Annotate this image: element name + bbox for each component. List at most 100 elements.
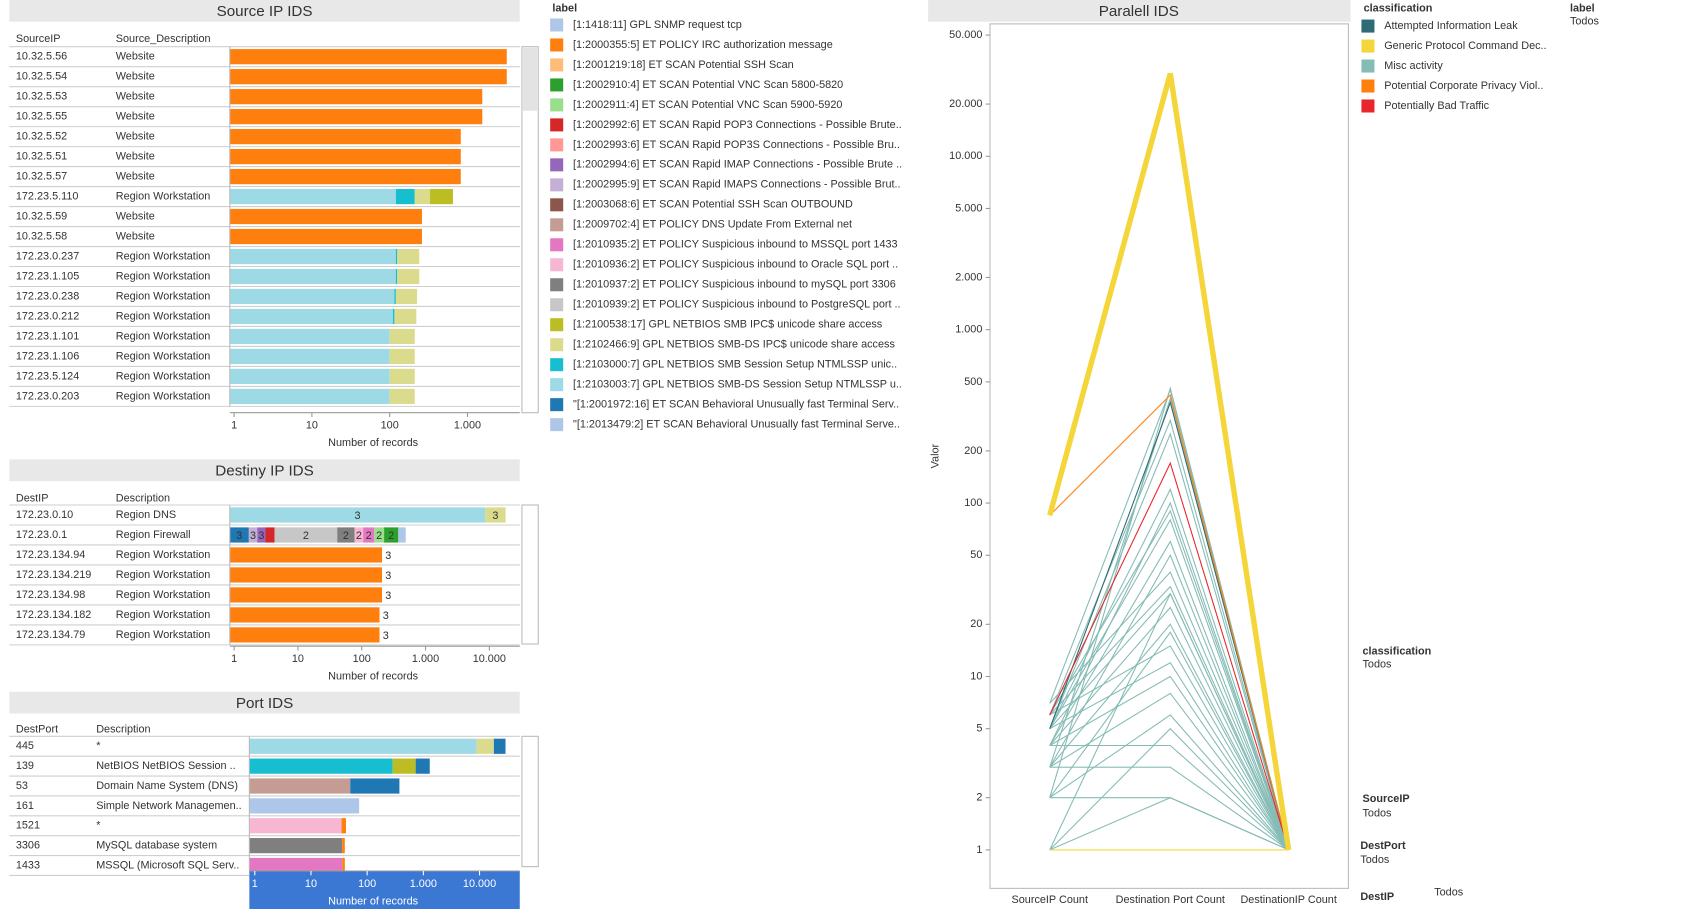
- bar-segment: [229, 228, 422, 245]
- legend-item[interactable]: [1:2010937:2] ET POLICY Suspicious inbou…: [573, 279, 896, 291]
- legend-swatch[interactable]: [550, 298, 564, 312]
- panel-title: Source IP IDS: [217, 3, 313, 20]
- row-key: 10.32.5.54: [16, 71, 67, 83]
- bar-segment: [229, 69, 507, 85]
- legend-item[interactable]: [1:2002995:9] ET SCAN Rapid IMAPS Connec…: [573, 179, 901, 191]
- filter-title: label: [1570, 3, 1595, 15]
- row-description: Website: [116, 51, 155, 63]
- row-key: 172.23.0.212: [16, 310, 79, 322]
- legend-item[interactable]: [1:2009702:4] ET POLICY DNS Update From …: [573, 219, 852, 231]
- row-key: 139: [16, 760, 34, 772]
- bar-segment: [395, 268, 398, 285]
- bar-segment: [389, 388, 415, 404]
- bar-segment: [395, 248, 398, 265]
- bar-segment: [415, 758, 430, 774]
- legend-item[interactable]: "[1:2001972:16] ET SCAN Behavioral Unusu…: [573, 399, 899, 411]
- row-description: Region Workstation: [116, 549, 211, 561]
- legend-item[interactable]: Potentially Bad Traffic: [1384, 100, 1489, 112]
- scrollbar[interactable]: [521, 504, 539, 645]
- legend-swatch[interactable]: [550, 18, 564, 32]
- filter-value[interactable]: Todos: [1570, 16, 1600, 28]
- legend-swatch[interactable]: [1361, 99, 1375, 113]
- bar-segment: [229, 308, 393, 325]
- legend-swatch[interactable]: [550, 178, 564, 192]
- legend-item[interactable]: [1:2102466:9] GPL NETBIOS SMB-DS IPC$ un…: [573, 339, 895, 351]
- legend-item[interactable]: [1:2103000:7] GPL NETBIOS SMB Session Se…: [573, 359, 897, 371]
- legend-item[interactable]: [1:2002994:6] ET SCAN Rapid IMAP Connect…: [573, 159, 902, 171]
- filter-value[interactable]: Todos: [1434, 887, 1464, 899]
- legend-item[interactable]: [1:2010935:2] ET POLICY Suspicious inbou…: [573, 239, 898, 251]
- row-key: 445: [16, 740, 34, 752]
- filter-value[interactable]: Todos: [1363, 659, 1393, 671]
- legend-item[interactable]: [1:1418:11] GPL SNMP request tcp: [573, 19, 742, 31]
- tick-label: 1: [231, 420, 237, 432]
- legend-item[interactable]: [1:2010939:2] ET POLICY Suspicious inbou…: [573, 299, 901, 311]
- row-key: 172.23.134.219: [16, 569, 91, 581]
- x-axis-label: SourceIP Count: [1012, 894, 1088, 906]
- bar-segment: [389, 348, 415, 365]
- legend-swatch[interactable]: [550, 258, 564, 272]
- legend-swatch[interactable]: [1361, 19, 1375, 33]
- legend-swatch[interactable]: [550, 318, 564, 332]
- filter-title: DestPort: [1360, 840, 1406, 852]
- bar-segment: [265, 527, 275, 543]
- legend-swatch[interactable]: [550, 198, 564, 212]
- bar-segment: [389, 368, 415, 385]
- legend-item[interactable]: [1:2002911:4] ET SCAN Potential VNC Scan…: [573, 99, 842, 111]
- legend-swatch[interactable]: [550, 38, 564, 52]
- parallel-line: [1049, 487, 1290, 851]
- bar-segment: [249, 838, 343, 854]
- legend-item[interactable]: [1:2103003:7] GPL NETBIOS SMB-DS Session…: [573, 379, 902, 391]
- bar-segment: [249, 798, 360, 814]
- parallel-line: [1049, 400, 1290, 851]
- legend-swatch[interactable]: [550, 118, 564, 132]
- legend-swatch[interactable]: [550, 98, 564, 112]
- parallel-line: [1049, 386, 1290, 851]
- legend-item[interactable]: "[1:2013479:2] ET SCAN Behavioral Unusua…: [573, 419, 900, 431]
- legend-swatch[interactable]: [550, 398, 564, 412]
- legend-item[interactable]: [1:2003068:6] ET SCAN Potential SSH Scan…: [573, 199, 853, 211]
- legend-swatch[interactable]: [1361, 79, 1375, 93]
- legend-swatch[interactable]: [550, 138, 564, 152]
- legend-item[interactable]: Attempted Information Leak: [1384, 20, 1518, 32]
- legend-item[interactable]: [1:2002992:6] ET SCAN Rapid POP3 Connect…: [573, 119, 902, 131]
- scrollbar[interactable]: [521, 46, 539, 414]
- bar-segment: [257, 527, 266, 543]
- legend-item[interactable]: [1:2002910:4] ET SCAN Potential VNC Scan…: [573, 79, 843, 91]
- panel-title: Port IDS: [236, 695, 293, 712]
- legend-swatch[interactable]: [550, 218, 564, 232]
- legend-item[interactable]: Generic Protocol Command Dec..: [1384, 40, 1546, 52]
- legend-item[interactable]: [1:2001219:18] ET SCAN Potential SSH Sca…: [573, 59, 794, 71]
- y-tick-label: 20.000: [949, 98, 982, 110]
- legend-swatch[interactable]: [1361, 39, 1375, 53]
- filter-value[interactable]: Todos: [1360, 854, 1390, 866]
- parallel-line: [1049, 797, 1289, 851]
- scrollbar[interactable]: [521, 735, 539, 868]
- legend-swatch[interactable]: [550, 378, 564, 392]
- axis-band: [249, 870, 520, 909]
- filter-value[interactable]: Todos: [1363, 807, 1393, 819]
- legend-swatch[interactable]: [550, 158, 564, 172]
- legend-swatch[interactable]: [550, 78, 564, 92]
- tick-label: 1: [231, 653, 237, 665]
- bar-segment: [248, 527, 258, 543]
- row-description: *: [96, 740, 101, 752]
- legend-item[interactable]: [1:2010936:2] ET POLICY Suspicious inbou…: [573, 259, 898, 271]
- legend-item[interactable]: Potential Corporate Privacy Viol..: [1384, 80, 1543, 92]
- legend-swatch[interactable]: [550, 358, 564, 372]
- legend-swatch[interactable]: [550, 238, 564, 252]
- legend-swatch[interactable]: [550, 58, 564, 72]
- legend-item[interactable]: [1:2100538:17] GPL NETBIOS SMB IPC$ unic…: [573, 319, 883, 331]
- bar-segment: [229, 607, 380, 623]
- legend-item[interactable]: [1:2000355:5] ET POLICY IRC authorizatio…: [573, 39, 833, 51]
- legend-swatch[interactable]: [550, 278, 564, 292]
- legend-swatch[interactable]: [550, 338, 564, 352]
- legend-swatch[interactable]: [1361, 59, 1375, 73]
- legend-swatch[interactable]: [550, 418, 564, 432]
- legend-item[interactable]: [1:2002993:6] ET SCAN Rapid POP3S Connec…: [573, 139, 900, 151]
- bar-segment: [249, 778, 351, 794]
- row-description: Website: [116, 170, 155, 182]
- y-axis-label: Valor: [930, 443, 942, 468]
- scrollbar-thumb[interactable]: [523, 47, 538, 111]
- legend-item[interactable]: Misc activity: [1384, 60, 1443, 72]
